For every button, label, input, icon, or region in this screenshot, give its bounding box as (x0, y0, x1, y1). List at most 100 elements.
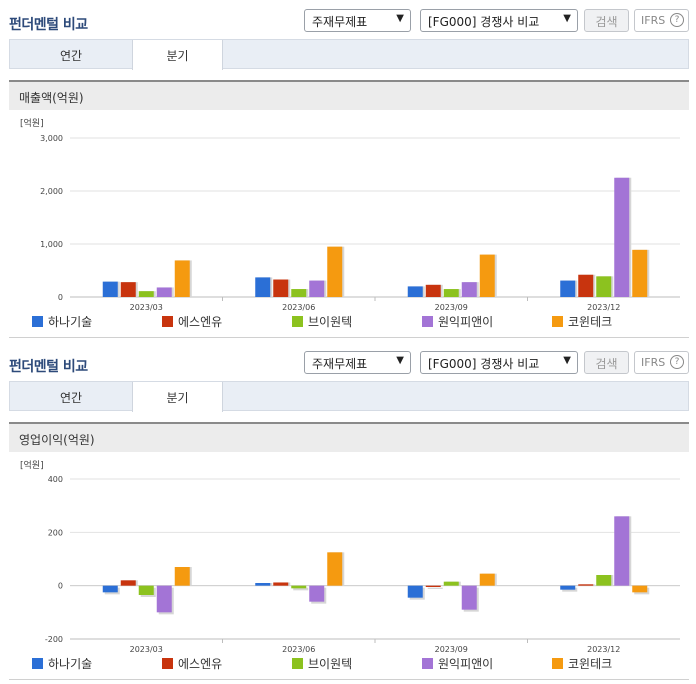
legend-swatch (552, 658, 563, 669)
metric-header: 영업이익(억원) (9, 422, 689, 452)
bar-에스엔유-2023/06 (273, 279, 289, 297)
bar-코윈테크-2023/03 (174, 567, 190, 586)
divider (9, 679, 689, 680)
search-button[interactable]: 검색 (584, 351, 629, 374)
bar-브이원텍-2023/09 (443, 289, 459, 297)
fundamental-compare-panel-revenue: 펀더멘털 비교 주재무제표 ▼ [FG000] 경쟁사 비교 ▼ 검색 IFRS… (9, 9, 689, 338)
statement-type-value: 주재무제표 (312, 15, 368, 29)
bar-코윈테크-2023/12 (632, 249, 648, 297)
x-category-label: 2023/03 (130, 645, 163, 654)
x-category-label: 2023/12 (587, 303, 620, 312)
x-category-label: 2023/06 (282, 645, 315, 654)
y-tick-label: 200 (48, 528, 63, 537)
legend-label: 원익피앤이 (438, 315, 494, 329)
y-tick-label: 3,000 (40, 134, 63, 143)
bar-원익피앤이-2023/03 (156, 585, 172, 613)
statement-type-select[interactable]: 주재무제표 ▼ (304, 9, 411, 32)
panel-title: 펀더멘털 비교 (9, 17, 88, 33)
bar-브이원텍-2023/03 (138, 291, 154, 297)
y-tick-label: 2,000 (40, 187, 63, 196)
legend-swatch (422, 658, 433, 669)
legend-item[interactable]: 에스엔유 (162, 313, 222, 330)
ifrs-help-button[interactable]: IFRS ? (634, 9, 689, 32)
bar-코윈테크-2023/09 (479, 573, 495, 586)
bar-원익피앤이-2023/09 (461, 585, 477, 610)
bar-브이원텍-2023/12 (596, 276, 612, 297)
legend-item[interactable]: 원익피앤이 (422, 655, 493, 672)
bar-하나기술-2023/06 (255, 583, 271, 586)
bar-원익피앤이-2023/03 (156, 287, 172, 297)
statement-type-select[interactable]: 주재무제표 ▼ (304, 351, 411, 374)
y-unit-label: [억원] (20, 459, 44, 471)
bar-하나기술-2023/03 (102, 281, 118, 297)
bar-shadow (427, 587, 443, 589)
bar-브이원텍-2023/06 (291, 585, 307, 589)
legend-swatch (162, 658, 173, 669)
legend-item[interactable]: 하나기술 (32, 313, 92, 330)
peer-group-value: [FG000] 경쟁사 비교 (428, 15, 540, 29)
bar-하나기술-2023/12 (560, 585, 576, 590)
tab-annual[interactable]: 연간 (59, 49, 83, 63)
peer-group-select[interactable]: [FG000] 경쟁사 비교 ▼ (420, 9, 578, 32)
revenue-bar-chart: [억원] 0 1,000 2,000 3,000 2023/03 2023/06 2023/0… (20, 117, 680, 312)
legend-label: 원익피앤이 (438, 657, 494, 671)
bar-원익피앤이-2023/12 (614, 516, 630, 586)
bar-에스엔유-2023/03 (120, 580, 136, 586)
bar-하나기술-2023/12 (560, 280, 576, 297)
bar-코윈테크-2023/06 (327, 552, 343, 586)
period-tabs: 연간 분기 (9, 39, 689, 70)
tab-quarterly[interactable]: 분기 (132, 382, 223, 412)
y-tick-label: 0 (58, 582, 63, 591)
legend-item[interactable]: 코윈테크 (552, 313, 612, 330)
bar-에스엔유-2023/09 (425, 585, 441, 587)
legend-item[interactable]: 브이원텍 (292, 655, 352, 672)
search-button[interactable]: 검색 (584, 9, 629, 32)
chevron-down-icon: ▼ (396, 355, 404, 366)
chevron-down-icon: ▼ (563, 13, 571, 24)
legend-swatch (552, 316, 563, 327)
legend-item[interactable]: 하나기술 (32, 655, 92, 672)
y-unit-label: [억원] (20, 117, 44, 129)
statement-type-value: 주재무제표 (312, 357, 368, 371)
tab-quarterly[interactable]: 분기 (132, 40, 223, 70)
legend-item[interactable]: 브이원텍 (292, 313, 352, 330)
x-category-label: 2023/12 (587, 645, 620, 654)
legend-swatch (292, 658, 303, 669)
legend-label: 브이원텍 (308, 315, 353, 329)
bar-에스엔유-2023/03 (120, 282, 136, 297)
legend-item[interactable]: 에스엔유 (162, 655, 222, 672)
operating-profit-bar-chart: [억원] -200 0 200 400 2023/03 2023/06 2023/09 2023… (20, 459, 680, 654)
peer-group-select[interactable]: [FG000] 경쟁사 비교 ▼ (420, 351, 578, 374)
bar-에스엔유-2023/06 (273, 582, 289, 586)
x-category-label: 2023/06 (282, 303, 315, 312)
ifrs-label: IFRS (641, 356, 666, 369)
legend-swatch (32, 658, 43, 669)
bar-원익피앤이-2023/06 (309, 280, 325, 297)
x-category-label: 2023/09 (435, 303, 468, 312)
bar-코윈테크-2023/03 (174, 260, 190, 297)
divider (9, 337, 689, 338)
legend-swatch (422, 316, 433, 327)
question-icon: ? (670, 13, 684, 27)
metric-title: 매출액(억원) (19, 91, 84, 105)
ifrs-help-button[interactable]: IFRS ? (634, 351, 689, 374)
panel-title: 펀더멘털 비교 (9, 359, 88, 375)
bar-브이원텍-2023/06 (291, 289, 307, 297)
legend-item[interactable]: 원익피앤이 (422, 313, 493, 330)
legend-label: 코윈테크 (568, 315, 613, 329)
bar-하나기술-2023/09 (407, 286, 423, 297)
bar-하나기술-2023/09 (407, 585, 423, 598)
y-tick-label: 400 (48, 475, 63, 484)
ifrs-label: IFRS (641, 14, 666, 27)
period-tabs: 연간 분기 (9, 381, 689, 412)
bar-브이원텍-2023/03 (138, 585, 154, 595)
legend-label: 하나기술 (48, 657, 93, 671)
bar-에스엔유-2023/12 (578, 274, 594, 297)
bar-에스엔유-2023/09 (425, 284, 441, 297)
bar-코윈테크-2023/12 (632, 585, 648, 593)
bar-코윈테크-2023/06 (327, 246, 343, 297)
tab-annual[interactable]: 연간 (59, 391, 83, 405)
legend-item[interactable]: 코윈테크 (552, 655, 612, 672)
fundamental-compare-panel-operating-profit: 펀더멘털 비교 주재무제표 ▼ [FG000] 경쟁사 비교 ▼ 검색 IFRS… (0, 342, 696, 684)
bar-하나기술-2023/06 (255, 277, 271, 297)
